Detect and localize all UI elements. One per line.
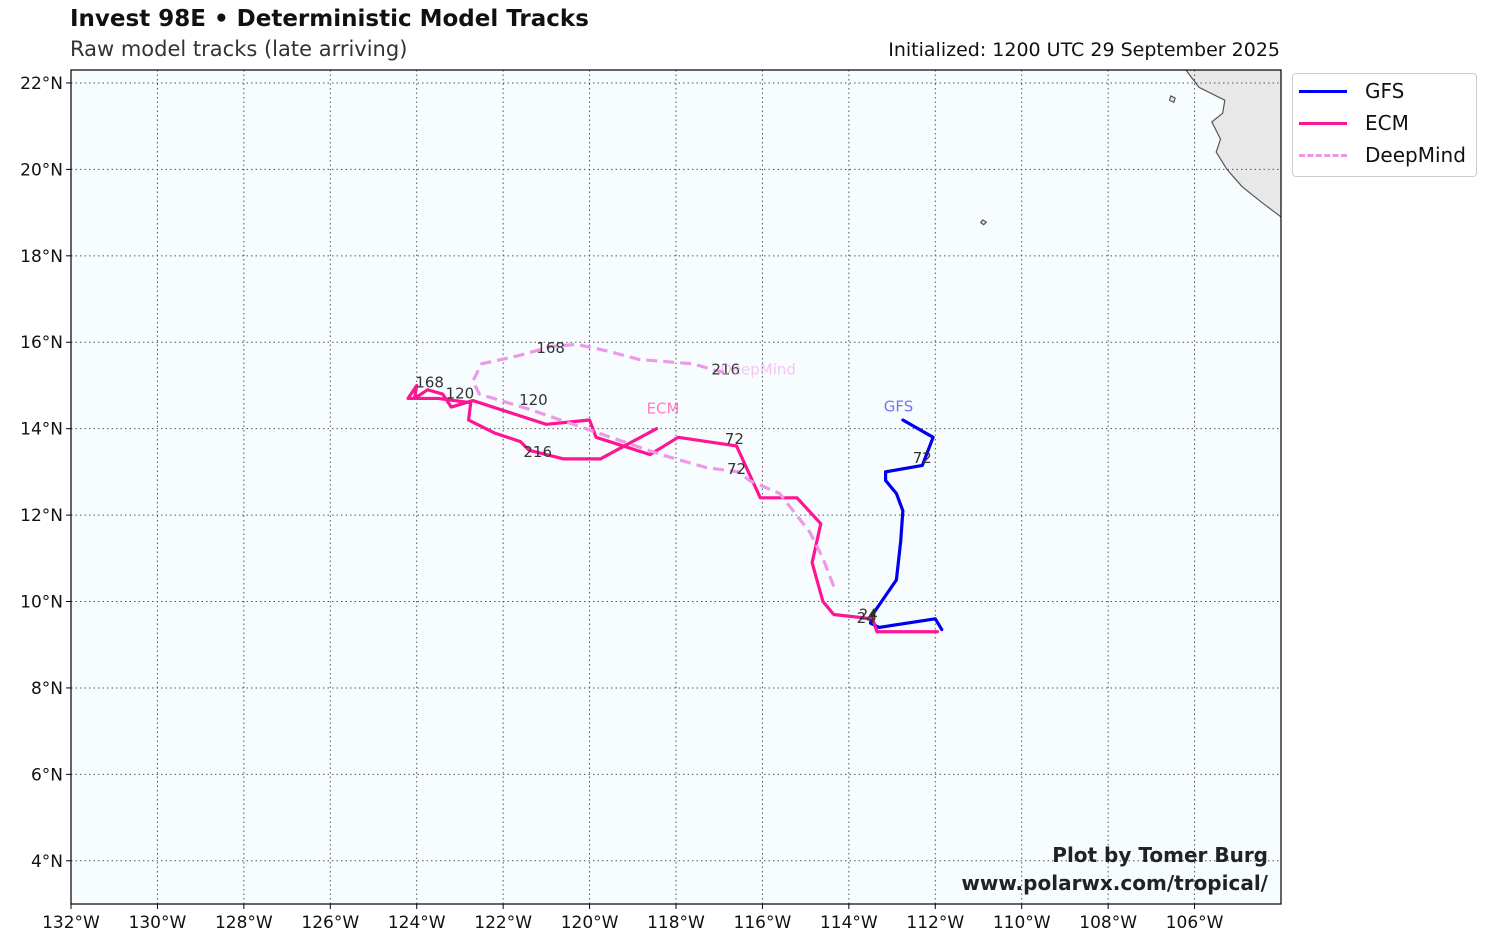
track-gfs [868, 418, 944, 632]
hour-label-deepmind-72: 72 [727, 460, 746, 478]
track-deepmind [471, 342, 836, 587]
tick-label-lat-16-n: 16°N [20, 333, 63, 353]
tick-label-lon-106-w: 106°W [1166, 913, 1224, 933]
island-isla-san-benedicto-area [979, 219, 988, 226]
tick-label-lon-108-w: 108°W [1079, 913, 1137, 933]
tick-label-lat-14-n: 14°N [20, 420, 63, 440]
tick-label-lon-126-w: 126°W [301, 913, 359, 933]
gridlines [71, 70, 1281, 904]
hour-label-gfs-24: 24 [859, 606, 878, 624]
legend-swatch-ecm [1299, 121, 1347, 125]
hour-label-deepmind-168: 168 [536, 339, 565, 357]
tracks-layer [406, 342, 944, 634]
tick-label-lon-124-w: 124°W [388, 913, 446, 933]
hour-label-deepmind-120: 120 [519, 391, 548, 409]
tick-label-lat-8-n: 8°N [31, 679, 63, 699]
tick-label-lon-122-w: 122°W [474, 913, 532, 933]
credit-url: www.polarwx.com/tropical/ [961, 871, 1268, 895]
legend-swatch-gfs [1299, 89, 1347, 93]
credit-author: Plot by Tomer Burg [1052, 843, 1268, 867]
tick-label-lon-132-w: 132°W [42, 913, 100, 933]
track-labels: 2472GFS2472120168216ECM72120168216DeepMi… [415, 339, 932, 627]
legend: GFS ECM DeepMind [1292, 73, 1477, 177]
chart-subtitle: Raw model tracks (late arriving) [70, 37, 408, 61]
tick-label-lon-128-w: 128°W [215, 913, 273, 933]
plot-background [71, 70, 1281, 904]
hour-label-ecm-72: 72 [725, 430, 744, 448]
tick-label-lon-118-w: 118°W [647, 913, 705, 933]
tick-label-lon-114-w: 114°W [820, 913, 878, 933]
tick-label-lat-20-n: 20°N [20, 160, 63, 180]
hour-label-ecm-216: 216 [523, 443, 552, 461]
axis-ticks: 132°W 130°W 128°W 126°W 124°W 122°W 120°W 118°W… [20, 74, 1223, 933]
tick-label-lon-110-w: 110°W [993, 913, 1051, 933]
tick-label-lat-6-n: 6°N [31, 765, 63, 785]
hour-label-ecm-168: 168 [415, 374, 444, 392]
coastline [1185, 69, 1282, 218]
end-label-gfs: GFS [884, 397, 914, 415]
tick-label-lon-112-w: 112°W [906, 913, 964, 933]
legend-item-gfs: GFS [1299, 76, 1404, 106]
legend-label-deepmind: DeepMind [1365, 143, 1466, 167]
initialized-time: Initialized: 1200 UTC 29 September 2025 [888, 39, 1280, 61]
land-layer [979, 69, 1282, 226]
hour-label-ecm-120: 120 [446, 384, 475, 402]
legend-item-ecm: ECM [1299, 108, 1409, 138]
tick-label-lat-18-n: 18°N [20, 247, 63, 267]
tick-label-lon-116-w: 116°W [734, 913, 792, 933]
end-label-ecm: ECM [647, 400, 680, 418]
legend-label-ecm: ECM [1365, 111, 1409, 135]
tick-label-lat-22-n: 22°N [20, 74, 63, 94]
mexico-land [1185, 70, 1281, 217]
hour-label-gfs-72: 72 [913, 449, 932, 467]
chart-title: Invest 98E • Deterministic Model Tracks [70, 6, 589, 32]
island-isla-socorro-area [1168, 95, 1176, 104]
tick-label-lon-130-w: 130°W [129, 913, 187, 933]
hour-label-deepmind-216: 216 [711, 361, 740, 379]
hour-label-ecm-24: 24 [857, 609, 876, 627]
legend-swatch-deepmind [1299, 153, 1347, 157]
tick-label-lon-120-w: 120°W [561, 913, 619, 933]
track-ecm [406, 383, 940, 634]
legend-label-gfs: GFS [1365, 79, 1405, 103]
tick-label-lat-10-n: 10°N [20, 593, 63, 613]
end-label-deepmind: DeepMind [720, 361, 796, 379]
tick-label-lat-12-n: 12°N [20, 506, 63, 526]
legend-item-deepmind: DeepMind [1299, 140, 1466, 170]
tick-label-lat-4-n: 4°N [31, 852, 63, 872]
